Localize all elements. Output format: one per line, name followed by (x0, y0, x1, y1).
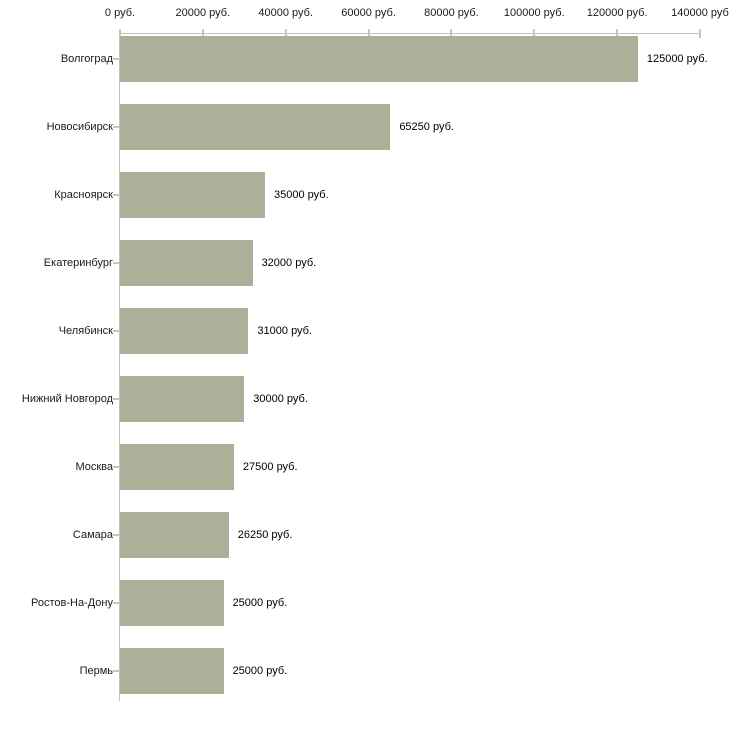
value-label: 65250 руб. (399, 121, 454, 133)
bar-row: Новосибирск 65250 руб. (0, 104, 730, 150)
bar (120, 172, 265, 218)
x-tick-mark (533, 29, 536, 38)
value-label: 27500 руб. (242, 461, 298, 473)
value-label: 35000 руб. (274, 189, 329, 201)
bar-row: Екатеринбург 32000 руб. (0, 240, 730, 286)
value-label: 25000 руб. (232, 597, 288, 609)
x-tick-mark (616, 29, 619, 38)
bar (120, 240, 253, 286)
y-tick-mark (113, 262, 119, 264)
y-tick-mark (113, 194, 119, 196)
bar (120, 308, 249, 354)
category-label: Ростов-На-Дону (30, 597, 113, 609)
category-label: Екатеринбург (43, 257, 113, 269)
bar (120, 376, 245, 422)
category-label: Москва (75, 461, 113, 473)
category-label: Красноярск (54, 189, 113, 201)
value-label: 31000 руб. (257, 325, 313, 337)
y-tick-mark (113, 398, 119, 400)
category-label: Нижний Новгород (21, 393, 113, 405)
y-tick-mark (113, 330, 119, 332)
category-label: Самара (72, 529, 113, 541)
x-tick-mark (201, 29, 204, 38)
bar (120, 444, 234, 490)
bar-row: Волгоград 125000 руб. (0, 36, 730, 82)
x-tick-label: 120000 руб. (586, 7, 648, 19)
x-tick-label: 40000 руб. (258, 7, 314, 19)
bar-row: Ростов-На-Дону 25000 руб. (0, 580, 730, 626)
category-label: Пермь (79, 665, 113, 677)
category-label: Новосибирск (46, 121, 113, 133)
y-tick-mark (113, 466, 119, 468)
x-tick-label: 140000 руб (671, 7, 729, 19)
x-tick-mark (450, 29, 453, 38)
bar-row: Самара 26250 руб. (0, 512, 730, 558)
bar (120, 648, 224, 694)
x-tick-label: 60000 руб. (341, 7, 396, 19)
x-tick-mark (284, 29, 287, 38)
bar (120, 104, 391, 150)
value-label: 125000 руб. (646, 53, 708, 65)
bar-row: Челябинск 31000 руб. (0, 308, 730, 354)
x-axis-line (120, 33, 700, 34)
bar-row: Москва 27500 руб. (0, 444, 730, 490)
category-label: Волгоград (60, 53, 113, 65)
bar (120, 36, 638, 82)
x-tick-label: 100000 руб. (503, 7, 565, 19)
category-label: Челябинск (58, 325, 113, 337)
value-label: 30000 руб. (253, 393, 308, 405)
bar-row: Красноярск 35000 руб. (0, 172, 730, 218)
bar (120, 580, 224, 626)
value-label: 25000 руб. (232, 665, 288, 677)
y-tick-mark (113, 534, 119, 536)
y-tick-mark (113, 602, 119, 604)
x-tick-label: 20000 руб. (175, 7, 231, 19)
x-tick-label: 0 руб. (104, 7, 136, 19)
x-tick-mark (119, 29, 121, 38)
bar-row: Нижний Новгород 30000 руб. (0, 376, 730, 422)
x-tick-mark (699, 29, 701, 38)
bar (120, 512, 229, 558)
y-axis-line (119, 33, 120, 701)
x-tick-mark (367, 29, 370, 38)
y-tick-mark (113, 126, 119, 128)
bar-row: Пермь 25000 руб. (0, 648, 730, 694)
x-tick-label: 80000 руб. (424, 7, 479, 19)
y-tick-mark (113, 670, 119, 672)
value-label: 26250 руб. (237, 529, 293, 541)
y-tick-mark (113, 58, 119, 60)
value-label: 32000 руб. (261, 257, 317, 269)
